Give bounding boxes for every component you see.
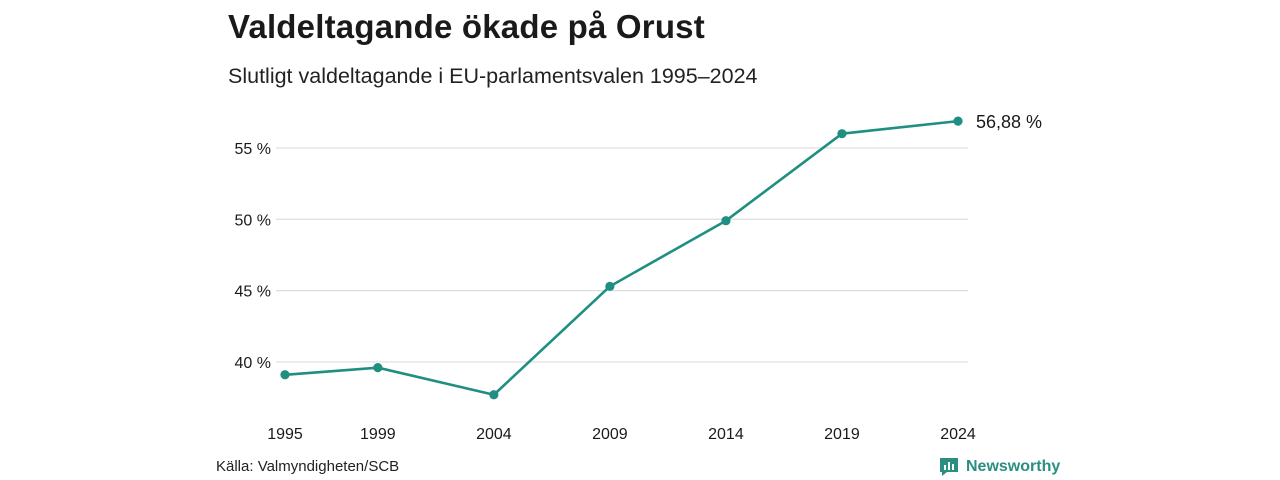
source-note: Källa: Valmyndigheten/SCB <box>216 458 400 475</box>
data-point <box>721 216 731 226</box>
data-point <box>489 390 499 400</box>
y-tick-label: 45 % <box>235 284 271 301</box>
x-tick-label: 2009 <box>592 426 628 443</box>
x-tick-label: 2004 <box>476 426 512 443</box>
y-axis-ticks: 40 % 45 % 50 % 55 % <box>235 141 271 372</box>
gridlines <box>276 147 968 363</box>
x-tick-label: 1999 <box>360 426 396 443</box>
y-tick-label: 55 % <box>235 141 271 158</box>
x-tick-label: 1995 <box>267 426 303 443</box>
x-tick-label: 2024 <box>940 426 976 443</box>
brand-logo[interactable]: Newsworthy <box>938 456 1060 478</box>
newsworthy-chart-icon <box>940 458 958 476</box>
data-point <box>953 116 963 126</box>
data-point <box>373 363 383 373</box>
y-tick-label: 50 % <box>235 212 271 229</box>
chart-subtitle: Slutligt valdeltagande i EU-parlamentsva… <box>228 64 758 88</box>
series-line <box>283 119 960 397</box>
x-tick-label: 2019 <box>824 426 860 443</box>
x-axis-ticks: 1995 1999 2004 2009 2014 2019 2024 <box>267 426 976 443</box>
chart-title: Valdeltagande ökade på Orust <box>228 8 705 45</box>
y-tick-label: 40 % <box>235 355 271 372</box>
end-value-label: 56,88 % <box>976 112 1042 132</box>
x-tick-label: 2014 <box>708 426 744 443</box>
data-points <box>280 116 963 400</box>
series-line-group <box>283 119 960 397</box>
data-point <box>280 370 290 380</box>
data-point <box>837 129 847 139</box>
data-point <box>605 281 615 291</box>
brand-name: Newsworthy <box>966 458 1061 475</box>
